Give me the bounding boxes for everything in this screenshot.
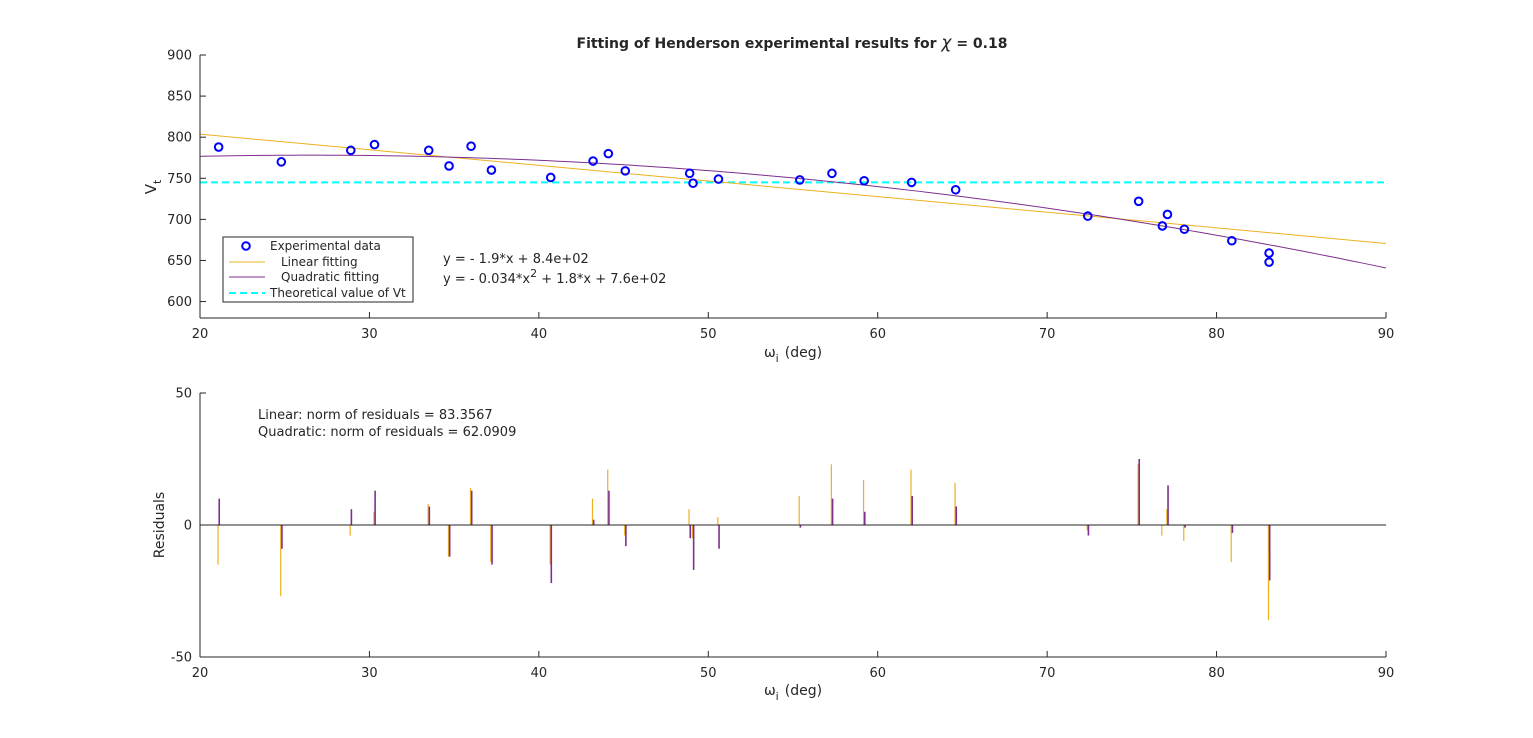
experimental-point [466, 141, 476, 152]
experimental-point [1227, 235, 1237, 246]
experimental-point [827, 168, 837, 179]
legend-marker-experimental [241, 241, 251, 251]
residuals-data-layer [217, 459, 1271, 621]
experimental-point [1264, 257, 1274, 267]
fit-plot-y-axis-label: Vt [142, 179, 164, 194]
experimental-point [213, 142, 224, 152]
experimental-point [276, 157, 287, 167]
experimental-point [1264, 248, 1274, 258]
fit-plot-ticks: 20 30 40 50 60 70 80 90 600 650 700 750 800 850 900 [167, 49, 1394, 343]
experimental-point [906, 177, 917, 188]
experimental-point [545, 172, 556, 183]
experimental-point [684, 168, 695, 179]
experimental-point [794, 175, 805, 185]
fit-plot-legend: Experimental data Linear fitting Quadrat… [222, 236, 414, 303]
linear-fit-equation: y = - 1.9*x + 8.4e+02 [443, 252, 589, 267]
legend-box [222, 236, 414, 303]
quadratic-residual-norm: Quadratic: norm of residuals = 62.0909 [258, 425, 516, 440]
x-tick-label: 50 [700, 327, 717, 342]
linear-fit-line [199, 133, 1387, 244]
experimental-point [1157, 221, 1168, 231]
experimental-point [1133, 196, 1144, 207]
legend-label-quadratic: Quadratic fitting [281, 270, 379, 284]
experimental-point [486, 165, 497, 175]
experimental-point [1162, 209, 1173, 220]
y-tick-label: 700 [167, 213, 192, 228]
x-tick-label: 50 [700, 666, 717, 681]
experimental-point [950, 184, 961, 195]
x-tick-label: 30 [361, 327, 378, 342]
quadratic-fit-equation: y = - 0.034*x2 + 1.8*x + 7.6e+02 [443, 267, 666, 287]
linear-residual-norm: Linear: norm of residuals = 83.3567 [258, 408, 493, 423]
x-tick-label: 30 [361, 666, 378, 681]
experimental-point [1179, 224, 1190, 235]
x-tick-label: 70 [1039, 327, 1056, 342]
residuals-y-axis-label: Residuals [152, 492, 168, 558]
experimental-point [620, 166, 631, 176]
residuals-x-axis-label: ωi (deg) [764, 683, 822, 703]
experimental-point [345, 145, 356, 156]
residuals-ticks: 20 30 40 50 60 70 80 90 -50 0 50 [171, 387, 1395, 682]
x-tick-label: 90 [1378, 327, 1395, 342]
legend-label-theoretical: Theoretical value of Vt [269, 286, 406, 300]
x-tick-label: 80 [1208, 666, 1225, 681]
experimental-point [603, 148, 614, 159]
x-tick-label: 20 [192, 666, 209, 681]
y-tick-label: 750 [167, 172, 192, 187]
y-tick-label: 0 [184, 519, 192, 534]
x-tick-label: 40 [531, 327, 548, 342]
x-tick-label: 20 [192, 327, 209, 342]
legend-label-linear: Linear fitting [281, 255, 358, 269]
y-tick-label: 850 [167, 90, 192, 105]
experimental-point [1083, 211, 1093, 221]
fit-plot-x-axis-label: ωi (deg) [764, 345, 822, 365]
experimental-point [369, 139, 380, 150]
experimental-point [713, 174, 724, 184]
y-tick-label: 800 [167, 131, 192, 146]
y-tick-label: -50 [171, 651, 192, 666]
x-tick-label: 70 [1039, 666, 1056, 681]
fit-plot-data-layer [199, 133, 1387, 269]
fit-plot-title: Fitting of Henderson experimental result… [577, 33, 1008, 53]
x-tick-label: 60 [869, 327, 886, 342]
residuals-plot: 20 30 40 50 60 70 80 90 -50 0 50 ωi (deg) Residuals… [152, 387, 1394, 704]
experimental-point [423, 145, 434, 156]
y-tick-label: 50 [175, 387, 192, 402]
y-tick-label: 600 [167, 295, 192, 310]
experimental-point [859, 175, 869, 186]
x-tick-label: 80 [1208, 327, 1225, 342]
legend-label-experimental: Experimental data [270, 239, 381, 253]
fit-plot: Fitting of Henderson experimental result… [142, 33, 1394, 365]
y-tick-label: 900 [167, 49, 192, 64]
x-tick-label: 90 [1378, 666, 1395, 681]
y-tick-label: 650 [167, 254, 192, 269]
x-tick-label: 60 [869, 666, 886, 681]
experimental-point [588, 156, 598, 166]
experimental-point [444, 161, 454, 171]
x-tick-label: 40 [531, 666, 548, 681]
experimental-point [688, 178, 698, 189]
